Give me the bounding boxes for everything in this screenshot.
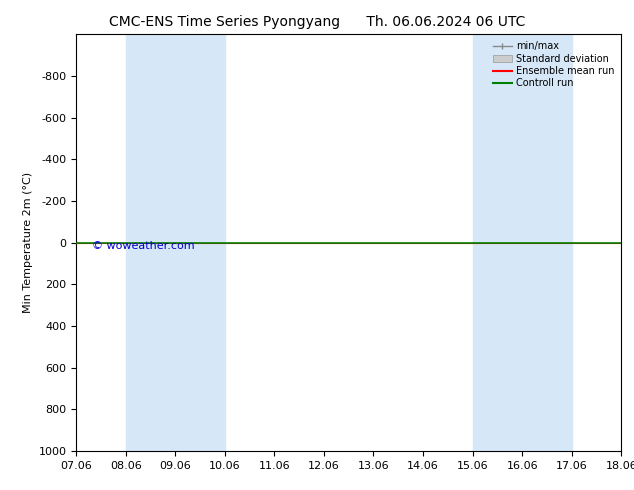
Bar	[472, 34, 572, 451]
Text: CMC-ENS Time Series Pyongyang      Th. 06.06.2024 06 UTC: CMC-ENS Time Series Pyongyang Th. 06.06.…	[109, 15, 525, 29]
Text: © woweather.com: © woweather.com	[93, 241, 195, 251]
Y-axis label: Min Temperature 2m (°C): Min Temperature 2m (°C)	[23, 172, 33, 313]
Bar	[126, 34, 225, 451]
Legend: min/max, Standard deviation, Ensemble mean run, Controll run: min/max, Standard deviation, Ensemble me…	[491, 39, 616, 90]
